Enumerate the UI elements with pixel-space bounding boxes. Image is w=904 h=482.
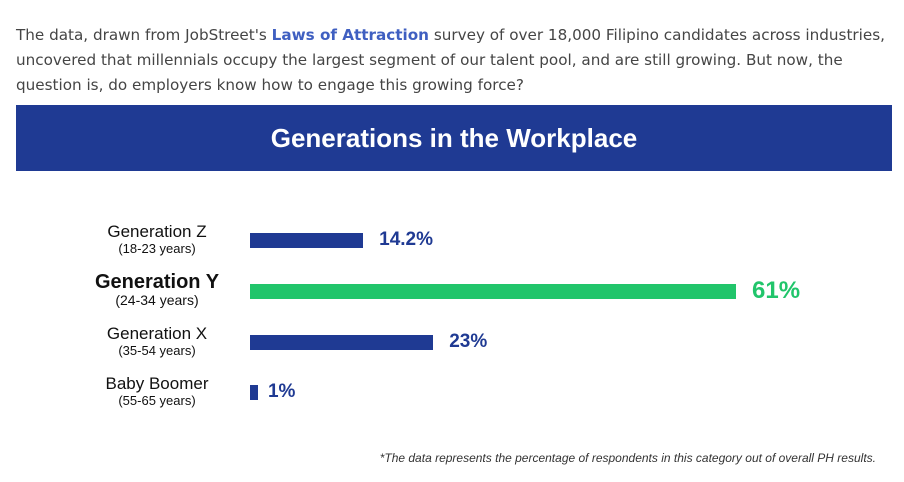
laws-of-attraction-link[interactable]: Laws of Attraction: [271, 26, 429, 45]
bar-1: [250, 283, 736, 299]
category-name: Baby Boomer: [105, 374, 209, 393]
bar-2: [250, 334, 434, 350]
category-label-0: Generation Z (18-23 years): [52, 222, 262, 257]
category-age-range: (18-23 years): [118, 241, 196, 256]
value-label-3: 1%: [267, 381, 296, 402]
intro-paragraph: The data, drawn from JobStreet's Laws of…: [16, 23, 892, 98]
category-label-3: Baby Boomer (55-65 years): [52, 374, 262, 409]
chart-title-banner: Generations in the Workplace: [16, 105, 892, 171]
intro-text-start: The data, drawn from JobStreet's: [16, 26, 272, 45]
value-label-2: 23%: [449, 331, 488, 352]
chart-title: Generations in the Workplace: [270, 122, 638, 153]
category-age-range: (35-54 years): [118, 343, 196, 358]
value-label-0: 14.2%: [379, 229, 433, 250]
bar-0: [250, 232, 364, 248]
intro-text-end: survey of over 18,000 Filipino candidate…: [16, 26, 885, 95]
bar-3: [250, 384, 258, 400]
category-name: Generation Y: [94, 271, 220, 293]
category-age-range: (55-65 years): [118, 393, 196, 408]
category-name: Generation Z: [107, 222, 207, 241]
chart-footnote: *The data represents the percentage of r…: [379, 451, 876, 465]
category-name: Generation X: [106, 324, 208, 343]
value-label-1: 61%: [752, 277, 801, 304]
category-label-1: Generation Y (24-34 years): [52, 271, 262, 308]
category-age-range: (24-34 years): [115, 292, 199, 308]
category-label-2: Generation X (35-54 years): [52, 324, 262, 359]
